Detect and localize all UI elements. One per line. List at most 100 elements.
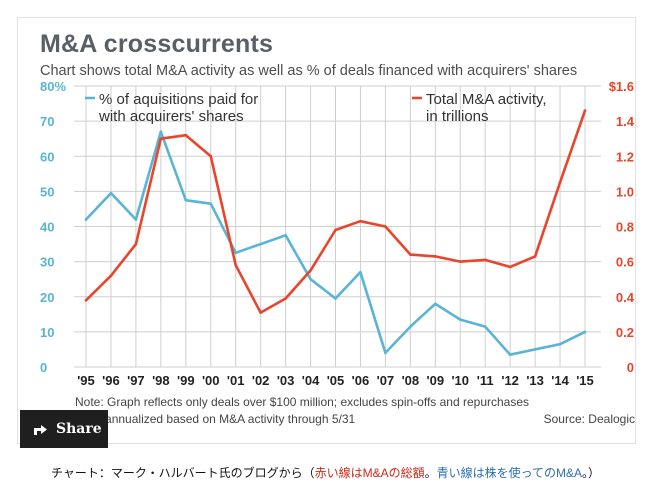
left-axis-tick-label: 50: [40, 184, 54, 199]
legend-red-label-line1: Total M&A activity,: [426, 91, 547, 108]
data-point-share-financed: [508, 353, 512, 357]
share-button[interactable]: Share: [20, 410, 108, 448]
x-axis-tick-label: '13: [526, 373, 544, 388]
data-point-share-financed: [309, 277, 312, 281]
x-axis-tick-label: '06: [352, 373, 370, 388]
chart-title: M&A crosscurrents: [40, 30, 274, 58]
grid: [74, 85, 601, 368]
left-axis-tick-label: 80%: [40, 79, 66, 94]
data-point-total-activity: [508, 265, 512, 269]
data-point-share-financed: [384, 351, 387, 355]
x-axis-tick-label: '09: [427, 373, 445, 388]
x-axis-tick-label: '00: [202, 373, 220, 388]
right-axis-tick-label: 0: [627, 360, 634, 375]
x-axis-tick-label: '01: [227, 373, 245, 388]
data-point-total-activity: [84, 298, 88, 302]
share-arrow-icon: [34, 425, 47, 435]
data-point-share-financed: [109, 191, 113, 195]
caption-part-5: 。）: [582, 466, 601, 480]
right-axis-tick-label: 0.2: [616, 325, 634, 340]
legend-blue-label-line1: % of aquisitions paid for: [99, 91, 258, 108]
x-axis-tick-label: '12: [501, 373, 519, 388]
right-axis-tick-label: 1.2: [616, 149, 634, 164]
x-axis-tick-label: '96: [102, 373, 120, 388]
data-point-total-activity: [334, 228, 337, 232]
left-axis-tick-label: 60: [40, 149, 54, 164]
data-point-share-financed: [184, 198, 188, 202]
legend: % of aquisitions paid for with acquirers…: [85, 91, 547, 125]
x-axis-tick-label: '99: [177, 373, 195, 388]
x-axis-tick-label: '02: [252, 373, 270, 388]
x-axis-tick-label: '15: [576, 373, 594, 388]
data-point-total-activity: [209, 154, 213, 158]
data-point-share-financed: [284, 233, 287, 237]
x-axis-tick-label: '04: [302, 373, 320, 388]
legend-red-label-line2: in trillions: [426, 108, 489, 125]
right-axis-tick-label: $1.6: [609, 79, 634, 94]
share-label: Share: [56, 421, 102, 437]
data-point-share-financed: [558, 342, 562, 346]
data-point-share-financed: [483, 325, 487, 328]
source-label: Source: Dealogic: [543, 412, 635, 426]
data-point-total-activity: [284, 297, 287, 300]
note-line-1: Note: Graph reflects only deals over $10…: [75, 395, 530, 409]
left-axis-tick-label: 30: [40, 255, 54, 270]
data-point-total-activity: [384, 225, 387, 228]
data-point-share-financed: [458, 318, 462, 321]
caption-part-1: チャート：マーク・ハルバート氏のブログから（: [50, 466, 315, 480]
note-line-2: 2015 annualized based on M&A activity th…: [75, 412, 356, 426]
data-point-share-financed: [259, 242, 262, 246]
left-axis-tick-label: 20: [40, 290, 54, 305]
chart-card: M&A crosscurrents Chart shows total M&A …: [17, 17, 636, 444]
left-axis-tick-label: 40: [40, 220, 54, 235]
x-axis-tick-label: '14: [551, 373, 569, 388]
data-point-total-activity: [359, 219, 362, 223]
right-axis-ticks: 0 0.2 0.4 0.6 0.8 1.0 1.2 1.4 $1.6: [609, 79, 635, 375]
caption-blue-text: 青い線は株を使ってのM&A: [436, 466, 583, 480]
right-axis-tick-label: 0.8: [616, 220, 634, 235]
data-point-total-activity: [583, 109, 587, 112]
data-point-total-activity: [309, 269, 312, 272]
data-point-total-activity: [134, 242, 138, 246]
caption-part-3: 。: [424, 466, 437, 480]
data-point-total-activity: [434, 255, 437, 258]
data-point-total-activity: [234, 263, 237, 267]
left-axis-ticks: 0 10 20 30 40 50 60 70 80%: [40, 79, 66, 375]
x-axis-tick-label: '08: [402, 373, 420, 388]
data-point-share-financed: [209, 202, 213, 205]
chart-subtitle: Chart shows total M&A activity as well a…: [40, 63, 578, 79]
right-axis-tick-label: 0.4: [616, 290, 635, 305]
left-axis-tick-label: 70: [40, 114, 54, 129]
x-axis-tick-label: '10: [451, 373, 469, 388]
data-point-share-financed: [359, 270, 362, 274]
x-axis-tick-label: '03: [277, 373, 295, 388]
x-axis-tick-label: '11: [477, 373, 494, 388]
x-axis-tick-label: '97: [127, 373, 145, 388]
series-lines: [84, 109, 587, 357]
x-axis-ticks: '95 '96 '97 '98 '99 '00 '01 '02 '03 '04 '05 '06 '07 '…: [77, 373, 594, 388]
data-point-share-financed: [334, 297, 337, 300]
data-point-total-activity: [458, 260, 462, 263]
x-axis-tick-label: '98: [152, 373, 170, 388]
legend-blue-label-line2: with acquirers' shares: [98, 108, 244, 125]
data-point-share-financed: [134, 218, 138, 221]
data-point-share-financed: [409, 325, 412, 328]
caption-red-text: 赤い線はM&Aの総額: [314, 466, 425, 480]
right-axis-tick-label: 1.4: [616, 114, 635, 129]
data-point-total-activity: [409, 253, 412, 256]
data-point-share-financed: [533, 348, 537, 351]
right-axis-tick-label: 0.6: [616, 255, 634, 270]
data-point-total-activity: [109, 274, 113, 277]
left-axis-tick-label: 10: [40, 325, 54, 340]
right-axis-tick-label: 1.0: [616, 184, 634, 199]
data-point-share-financed: [583, 330, 587, 334]
x-axis-tick-label: '05: [327, 373, 345, 388]
left-axis-tick-label: 0: [40, 360, 47, 375]
data-point-total-activity: [159, 137, 163, 140]
x-axis-tick-label: '07: [377, 373, 395, 388]
data-point-share-financed: [434, 302, 437, 306]
data-point-total-activity: [259, 311, 262, 314]
data-point-share-financed: [234, 251, 237, 255]
data-point-share-financed: [159, 130, 163, 133]
